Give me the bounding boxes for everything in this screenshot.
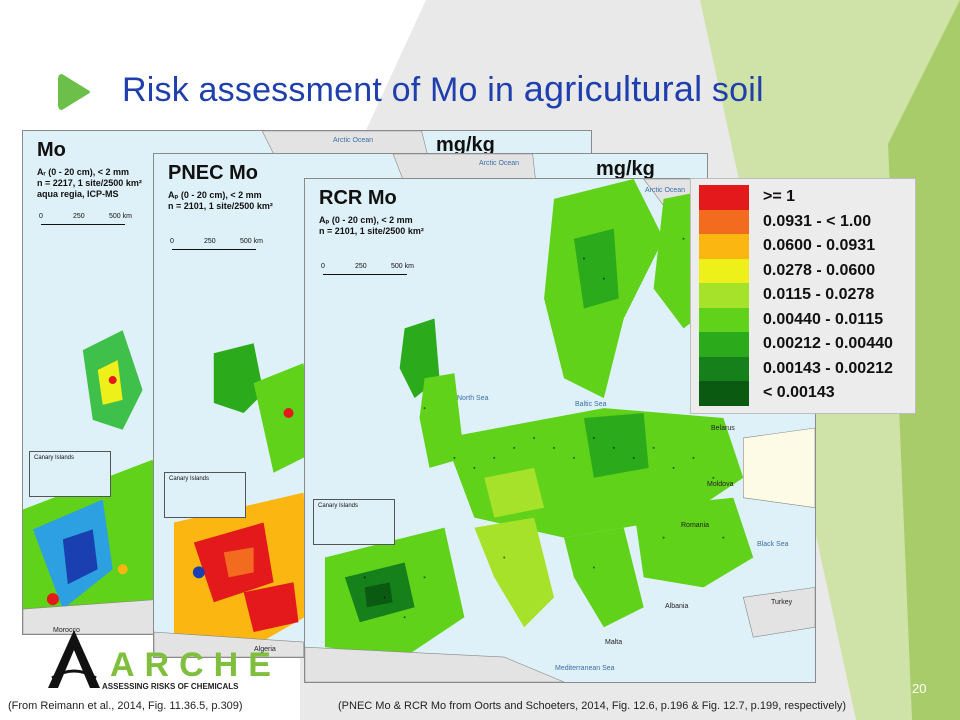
rcr-map-title: RCR Mo	[319, 187, 397, 209]
rcr-scalebar: 0 250 500 km	[319, 263, 419, 281]
mo-map-title: Mo	[37, 139, 66, 161]
legend-row: 0.00440 - 0.0115	[699, 307, 907, 332]
legend-row: >= 1	[699, 185, 907, 210]
legend-swatch	[699, 356, 749, 381]
rcr-baltic-sea-label: Baltic Sea	[575, 401, 607, 408]
mo-scalebar: 0 250 500 km	[37, 213, 137, 231]
rcr-map-graphic	[305, 179, 815, 682]
rcr-map-meta: Aₚ (0 - 20 cm), < 2 mm n = 2101, 1 site/…	[319, 215, 424, 236]
rcr-legend: >= 1 0.0931 - < 1.00 0.0600 - 0.0931 0.0…	[690, 178, 916, 414]
legend-row: 0.0115 - 0.0278	[699, 283, 907, 308]
legend-row: < 0.00143	[699, 381, 907, 406]
mo-morocco-label: Morocco	[53, 627, 80, 634]
legend-row: 0.00143 - 0.00212	[699, 356, 907, 381]
rcr-albania-label: Albania	[665, 603, 689, 610]
arche-logo-subtitle: ASSESSING RISKS OF CHEMICALS	[102, 682, 239, 691]
legend-swatch	[699, 185, 749, 210]
rcr-north-sea-label: North Sea	[457, 395, 489, 402]
play-bullet-icon	[58, 74, 90, 110]
rcr-turkey-label: Turkey	[771, 599, 793, 606]
rcr-med-sea-label: Mediterranean Sea	[555, 665, 615, 672]
legend-row: 0.00212 - 0.00440	[699, 332, 907, 357]
legend-swatch	[699, 258, 749, 283]
caption-left: (From Reimann et al., 2014, Fig. 11.36.5…	[8, 700, 243, 712]
pnec-scalebar: 0 250 500 km	[168, 238, 268, 256]
arche-logo: ARCHE ASSESSING RISKS OF CHEMICALS	[46, 628, 286, 694]
legend-swatch	[699, 209, 749, 234]
arche-logo-text: ARCHE	[110, 646, 281, 684]
mo-map-unit: mg/kg	[436, 134, 495, 156]
pnec-map-meta: Aₚ (0 - 20 cm), < 2 mm n = 2101, 1 site/…	[168, 190, 273, 211]
slide-title: Risk assessment of Mo in agricultural so…	[122, 68, 764, 109]
pnec-canary-islands-inset: Canary Islands	[164, 472, 246, 518]
legend-row: 0.0278 - 0.0600	[699, 258, 907, 283]
rcr-romania-label: Romania	[681, 522, 710, 529]
pnec-algeria-label: Algeria	[254, 646, 276, 653]
rcr-belarus-label: Belarus	[711, 425, 735, 432]
rcr-black-sea-label: Black Sea	[757, 541, 789, 548]
legend-swatch	[699, 283, 749, 308]
rcr-malta-label: Malta	[605, 639, 623, 646]
mo-canary-islands-inset: Canary Islands	[29, 451, 111, 497]
legend-swatch	[699, 234, 749, 259]
legend-swatch	[699, 332, 749, 357]
legend-swatch	[699, 307, 749, 332]
pnec-arctic-label: Arctic Ocean	[479, 160, 520, 167]
rcr-canary-islands-inset: Canary Islands	[313, 499, 395, 545]
pnec-map-title: PNEC Mo	[168, 162, 258, 184]
arche-a-icon	[48, 630, 100, 688]
page-number: 20	[912, 681, 927, 696]
mo-map-meta: Aᵣ (0 - 20 cm), < 2 mm n = 2217, 1 site/…	[37, 167, 142, 199]
legend-row: 0.0600 - 0.0931	[699, 234, 907, 259]
rcr-moldova-label: Moldova	[707, 481, 734, 488]
legend-swatch	[699, 381, 749, 406]
pnec-map-unit: mg/kg	[596, 158, 655, 180]
mo-arctic-label: Arctic Ocean	[333, 137, 374, 144]
rcr-arctic-label: Arctic Ocean	[645, 187, 686, 194]
caption-right: (PNEC Mo & RCR Mo from Oorts and Schoete…	[338, 700, 847, 712]
legend-row: 0.0931 - < 1.00	[699, 209, 907, 234]
